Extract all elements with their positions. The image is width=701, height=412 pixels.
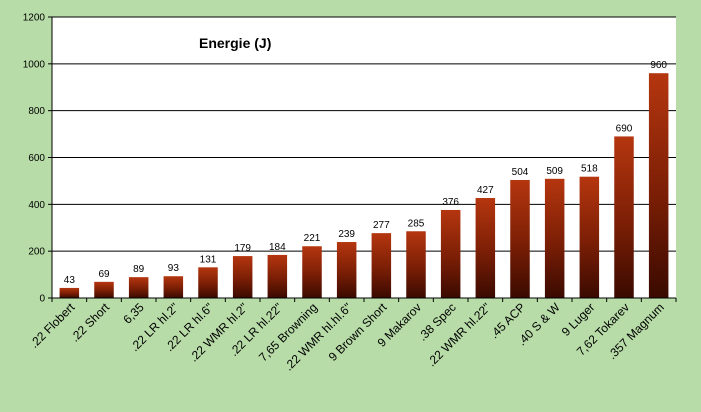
x-tick-label: .22 WMR hl.22" — [424, 300, 493, 369]
data-label: 277 — [373, 220, 390, 231]
data-label: 285 — [408, 218, 425, 229]
y-tick-label: 1200 — [23, 13, 46, 24]
data-label: 89 — [133, 264, 145, 275]
bar — [475, 198, 496, 298]
x-tick-label: 6,35 — [120, 300, 147, 327]
bar — [440, 209, 461, 298]
y-tick-label: 200 — [28, 247, 45, 258]
y-tick-label: 1000 — [23, 59, 46, 70]
bar — [648, 73, 669, 298]
bar — [302, 246, 322, 298]
bars — [59, 73, 669, 298]
data-label: 131 — [200, 254, 217, 265]
data-labels: 43 69 89 93 131 179 184 221 239 277 285 376 427 504 50… — [64, 60, 668, 286]
y-tick-label: 600 — [28, 153, 45, 164]
bar — [267, 254, 288, 298]
bar — [544, 178, 565, 298]
data-label: 690 — [616, 123, 633, 134]
x-tick-label: .22 Flobert — [27, 300, 78, 351]
data-label: 376 — [442, 197, 459, 208]
chart-title: Energie (J) — [199, 35, 271, 51]
bar — [232, 256, 253, 298]
data-label: 427 — [477, 185, 494, 196]
data-label: 518 — [581, 164, 598, 175]
data-label: 239 — [338, 229, 355, 240]
data-label: 960 — [650, 60, 667, 71]
bar — [59, 287, 80, 298]
bar — [94, 281, 114, 298]
data-label: 43 — [64, 275, 76, 286]
data-label: 221 — [304, 233, 321, 244]
bar — [128, 277, 149, 298]
bar — [336, 242, 357, 298]
bar — [406, 231, 426, 298]
data-label: 69 — [98, 269, 110, 280]
y-tick-label: 400 — [28, 200, 45, 211]
x-tick-label: .22 Short — [68, 300, 113, 345]
data-label: 93 — [168, 263, 180, 274]
x-axis-ticks: .22 Flobert.22 Short 6,35.22 LR hl.2".22 … — [27, 298, 677, 373]
data-label: 509 — [546, 166, 563, 177]
bar — [371, 233, 392, 298]
y-tick-label: 0 — [39, 294, 45, 305]
bar — [579, 176, 600, 298]
data-label: 504 — [512, 167, 529, 178]
bar — [510, 179, 530, 298]
data-label: 179 — [234, 243, 251, 254]
bar — [198, 267, 218, 298]
gridlines — [52, 16, 676, 252]
data-label: 184 — [269, 242, 286, 253]
y-tick-label: 800 — [28, 106, 45, 117]
bar — [163, 276, 184, 298]
y-axis-ticks: 0 200 400 600 800 1000 1200 — [23, 13, 52, 305]
bar — [614, 136, 634, 298]
